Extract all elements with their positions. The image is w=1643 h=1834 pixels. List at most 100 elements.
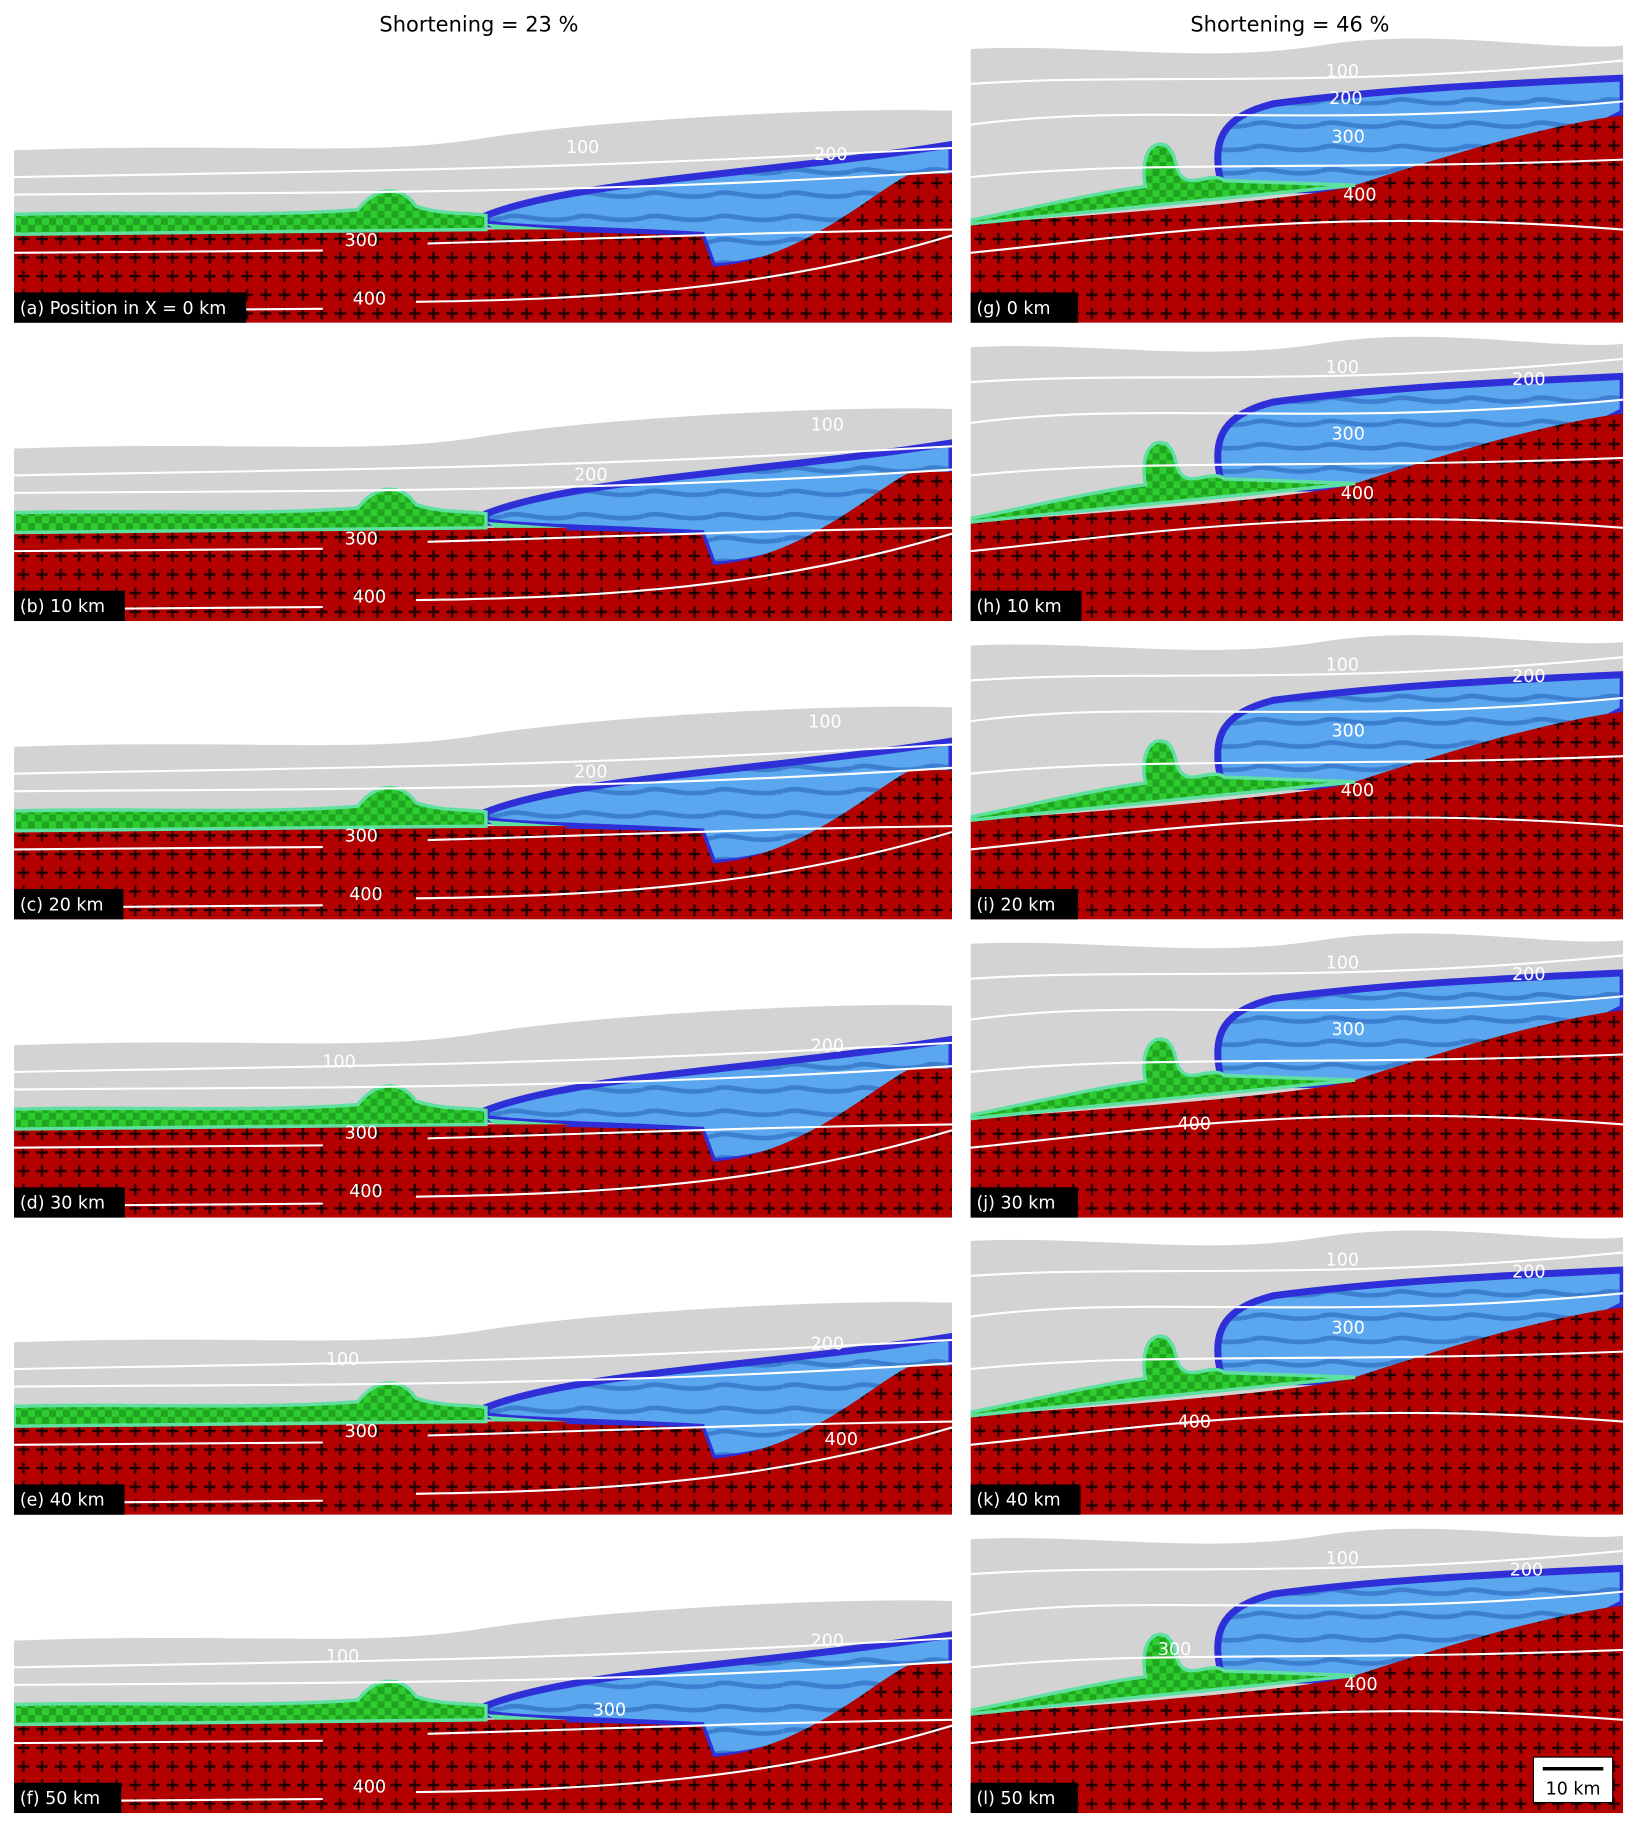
label-box [970, 1187, 1078, 1218]
isotherm [14, 1123, 953, 1149]
isotherm [14, 1362, 953, 1388]
model-panel [970, 1528, 1624, 1814]
green-layer [14, 1679, 488, 1727]
label-box [970, 590, 1082, 622]
basement [14, 471, 953, 622]
contour-label: 400 [1343, 186, 1376, 206]
contour-label: 400 [1341, 781, 1374, 801]
contour-label: 300 [1331, 1318, 1364, 1338]
contour-label: 200 [1512, 1262, 1545, 1282]
isotherm [970, 59, 1624, 85]
contour-label: 100 [1326, 358, 1359, 378]
panel-label: (d) 30 km [20, 1194, 105, 1214]
panel-body [14, 408, 953, 622]
contour-label: 400 [1344, 1675, 1377, 1695]
panel-label: (j) 30 km [976, 1194, 1055, 1214]
contour-label: 400 [353, 1777, 386, 1797]
isotherm [970, 954, 1624, 980]
isotherm [14, 468, 953, 494]
contour-label: 200 [574, 465, 607, 485]
contour-label: 300 [1331, 1020, 1364, 1040]
isotherm [970, 456, 1624, 477]
basement [970, 115, 1624, 323]
model-panel [14, 706, 953, 920]
panel-body [970, 933, 1624, 1218]
basement [14, 770, 953, 920]
contour-label: 300 [345, 231, 378, 251]
green-layer [14, 189, 488, 236]
isotherm [970, 755, 1624, 775]
isotherm [14, 526, 953, 553]
model-panel [970, 933, 1624, 1218]
panel-label: (a) Position in X = 0 km [20, 299, 226, 319]
isotherm [970, 1549, 1624, 1576]
isotherm [970, 816, 1624, 851]
basement [14, 1663, 953, 1814]
isotherm [14, 1420, 953, 1446]
contour-label: 400 [349, 1182, 382, 1202]
isotherm [970, 357, 1624, 384]
panel-body [14, 1600, 953, 1814]
basement [970, 1010, 1624, 1218]
isotherm [970, 100, 1624, 126]
panels: 100 200 300 400 (a) Position in X = 0 km 100 2… [14, 38, 1624, 1814]
panel-body [970, 336, 1624, 622]
isotherm [970, 1411, 1624, 1446]
contour-label: 200 [1512, 965, 1545, 985]
basement [14, 1068, 953, 1218]
green-layer [14, 1381, 488, 1428]
column-title: Shortening = 23 % [379, 12, 578, 36]
contour-label: 100 [1326, 62, 1359, 82]
scale-bar-label: 10 km [1546, 1780, 1601, 1800]
basement [970, 413, 1624, 622]
panel-label: (i) 20 km [976, 895, 1055, 915]
contour-label: 300 [1331, 425, 1364, 445]
model-panel [970, 38, 1624, 323]
isotherm [970, 656, 1624, 682]
isotherm [970, 696, 1624, 723]
contour-label: 300 [345, 1422, 378, 1442]
contour-label: 100 [1326, 655, 1359, 675]
isotherm [14, 146, 953, 179]
contour-label: 200 [574, 763, 607, 783]
contour-label: 200 [1512, 370, 1545, 390]
green-layer [14, 785, 488, 833]
model-panel [970, 336, 1624, 622]
contour-label: 100 [326, 1350, 359, 1370]
isotherm [14, 825, 953, 851]
basement [14, 1365, 953, 1515]
isotherm [970, 1053, 1624, 1074]
isotherm [970, 1648, 1624, 1669]
green-layer [970, 440, 1356, 524]
label-box [14, 1782, 122, 1814]
isotherm [970, 1350, 1624, 1371]
model-panel [14, 408, 953, 622]
contour-label: 100 [326, 1647, 359, 1667]
isotherm [14, 1637, 953, 1669]
label-box [14, 292, 247, 323]
model-panel [14, 1004, 953, 1218]
basement [970, 1605, 1624, 1814]
isotherm [14, 445, 953, 477]
model-panel [14, 1600, 953, 1814]
contour-label: 400 [353, 588, 386, 608]
label-box [14, 590, 125, 622]
contour-label: 300 [593, 1700, 626, 1720]
isotherm [970, 1292, 1624, 1318]
model-panel [14, 110, 953, 323]
green-layer [14, 1084, 488, 1131]
isotherm [14, 1041, 953, 1074]
isotherm [970, 398, 1624, 425]
isotherm [14, 228, 953, 254]
panel-body [970, 1230, 1624, 1515]
panel-label: (e) 40 km [20, 1491, 105, 1511]
panel-label: (f) 50 km [20, 1789, 100, 1809]
contour-label: 300 [345, 1124, 378, 1144]
isotherm [970, 995, 1624, 1021]
label-box [14, 1484, 125, 1515]
isotherm [970, 158, 1624, 179]
panel-body [970, 635, 1624, 920]
model-panel [970, 635, 1624, 920]
